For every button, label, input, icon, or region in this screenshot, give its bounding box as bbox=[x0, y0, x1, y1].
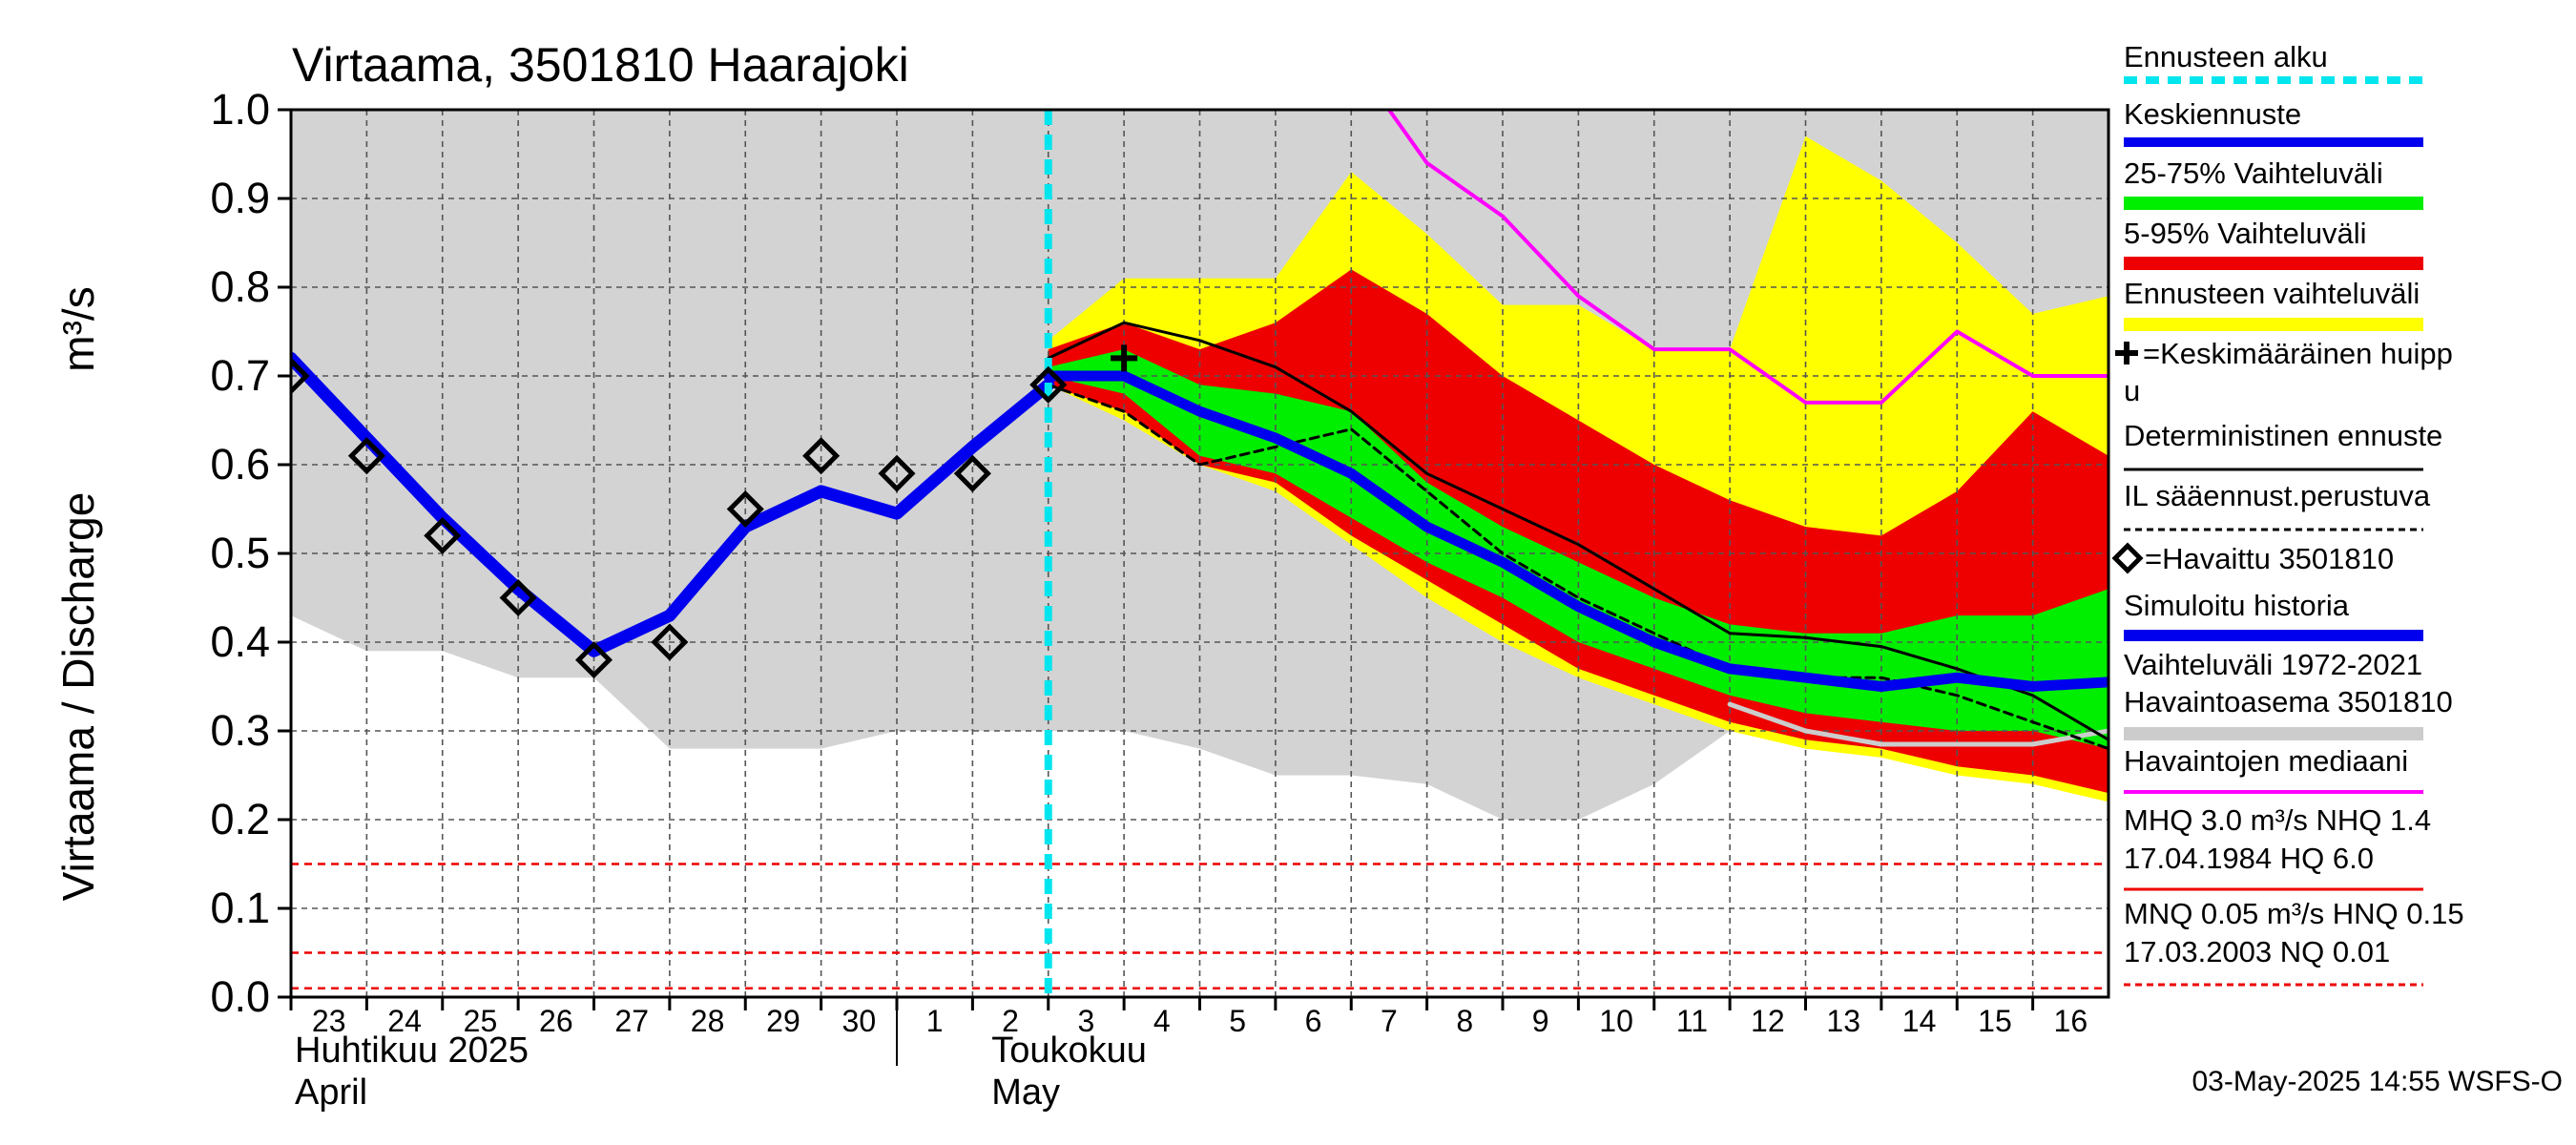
x-tick-label: 9 bbox=[1532, 1004, 1549, 1038]
legend-label-mhq_2: 17.04.1984 HQ 6.0 bbox=[2124, 842, 2374, 875]
observed-point bbox=[424, 516, 462, 554]
legend-observed-marker bbox=[2111, 542, 2144, 574]
observed-point bbox=[499, 578, 537, 617]
x-tick-label: 23 bbox=[312, 1004, 346, 1038]
legend-label-keskimaarainen_huippu_1: =Keskimääräinen huipp bbox=[2143, 337, 2453, 370]
band-25-75 bbox=[1048, 349, 2109, 749]
x-tick-label: 27 bbox=[614, 1004, 649, 1038]
x-tick-label: 13 bbox=[1826, 1004, 1860, 1038]
y-axis-unit: m³/s bbox=[53, 286, 103, 371]
x-tick-label: 12 bbox=[1751, 1004, 1785, 1038]
x-tick-label: 30 bbox=[842, 1004, 877, 1038]
series-keskiennuste bbox=[1043, 370, 2109, 692]
y-tick-label: 0.5 bbox=[210, 529, 270, 577]
legend-label-vaihteluvali_1: Vaihteluväli 1972-2021 bbox=[2124, 648, 2422, 681]
x-tick-label: 5 bbox=[1229, 1004, 1246, 1038]
legend-label-ennusteen_vaihtelu: Ennusteen vaihteluväli bbox=[2124, 277, 2420, 310]
x-tick-label: 24 bbox=[387, 1004, 422, 1038]
y-tick-label: 0.0 bbox=[210, 972, 270, 1021]
x-tick-label: 25 bbox=[464, 1004, 498, 1038]
observed-point bbox=[651, 623, 689, 661]
observed-point bbox=[953, 454, 991, 492]
x-tick-label: 6 bbox=[1305, 1004, 1322, 1038]
observed-point bbox=[1029, 365, 1068, 404]
month-label-fi: Huhtikuu 2025 bbox=[295, 1030, 529, 1071]
x-tick-label: 14 bbox=[1902, 1004, 1937, 1038]
observed-point bbox=[878, 454, 916, 492]
legend-label-mnq_2: 17.03.2003 NQ 0.01 bbox=[2124, 935, 2390, 968]
legend-label-keskimaarainen_huippu_2: u bbox=[2124, 374, 2140, 407]
y-tick-label: 0.9 bbox=[210, 174, 270, 222]
x-tick-label: 4 bbox=[1153, 1004, 1171, 1038]
axes: 0.00.10.20.30.40.50.60.70.80.91.023 24 25 2… bbox=[210, 85, 2110, 1113]
plot-content bbox=[291, 110, 2109, 997]
legend-label-vaihteluvali_2: Havaintoasema 3501810 bbox=[2124, 685, 2453, 718]
month-label-en: April bbox=[295, 1072, 367, 1113]
observed-point bbox=[291, 357, 310, 395]
month-label-en: May bbox=[991, 1072, 1060, 1113]
y-tick-label: 1.0 bbox=[210, 85, 270, 134]
x-tick-label: 11 bbox=[1676, 1004, 1708, 1038]
y-tick-label: 0.8 bbox=[210, 262, 270, 311]
x-tick-label: 28 bbox=[691, 1004, 725, 1038]
plot-area bbox=[291, 110, 2109, 997]
observed-point bbox=[726, 489, 764, 529]
legend-label-keskiennuste: Keskiennuste bbox=[2124, 97, 2301, 131]
x-tick-label: 7 bbox=[1381, 1004, 1398, 1038]
legend-mean-peak-marker bbox=[2115, 342, 2138, 364]
x-tick-label: 8 bbox=[1456, 1004, 1473, 1038]
legend-label-mhq_1: MHQ 3.0 m³/s NHQ 1.4 bbox=[2124, 803, 2431, 837]
y-axis-label: Virtaama / Discharge bbox=[53, 492, 103, 902]
x-tick-label: 3 bbox=[1078, 1004, 1095, 1038]
x-tick-label: 26 bbox=[539, 1004, 573, 1038]
observed-point bbox=[574, 641, 613, 679]
mean-peak-marker bbox=[1111, 344, 1138, 372]
x-tick-label: 2 bbox=[1002, 1004, 1019, 1038]
series-simuloitu-historia bbox=[291, 351, 1055, 657]
chart-title: Virtaama, 3501810 Haarajoki bbox=[292, 38, 909, 92]
series-deterministinen-ennuste bbox=[1047, 321, 2109, 741]
legend-label-il_saaennuste: IL sääennust.perustuva bbox=[2124, 479, 2431, 512]
x-tick-label: 15 bbox=[1978, 1004, 2012, 1038]
legend-label-vaihtelu_5_95: 5-95% Vaihteluväli bbox=[2124, 217, 2366, 250]
legend-label-ennusteen_alku: Ennusteen alku bbox=[2124, 40, 2328, 73]
series-havaintojen-mediaani bbox=[1386, 110, 2109, 405]
x-tick-label: 29 bbox=[766, 1004, 800, 1038]
y-tick-label: 0.4 bbox=[210, 617, 270, 666]
footer-timestamp: 03-May-2025 14:55 WSFS-O bbox=[2192, 1066, 2564, 1097]
x-tick-label: 16 bbox=[2054, 1004, 2088, 1038]
observed-point bbox=[347, 437, 385, 475]
x-tick-label: 10 bbox=[1599, 1004, 1633, 1038]
legend-label-simuloitu: Simuloitu historia bbox=[2124, 589, 2350, 622]
month-label-fi: Toukokuu bbox=[991, 1030, 1147, 1071]
legend-label-havaittu: =Havaittu 3501810 bbox=[2145, 542, 2394, 575]
legend: Ennusteen alku Keskiennuste 25-75% Vaihtel… bbox=[2111, 40, 2464, 987]
y-tick-label: 0.2 bbox=[210, 795, 270, 843]
legend-label-mediaani: Havaintojen mediaani bbox=[2124, 744, 2408, 778]
series-havaintojen-mediaani-low bbox=[1727, 701, 2109, 747]
y-tick-label: 0.7 bbox=[210, 351, 270, 400]
y-tick-label: 0.6 bbox=[210, 440, 270, 489]
observed-point bbox=[802, 437, 841, 475]
series-il-s-ennust-perustuva bbox=[1047, 383, 2109, 751]
legend-label-vaihtelu_25_75: 25-75% Vaihteluväli bbox=[2124, 156, 2383, 190]
y-tick-label: 0.3 bbox=[210, 706, 270, 755]
legend-label-mnq_1: MNQ 0.05 m³/s HNQ 0.15 bbox=[2124, 897, 2464, 930]
y-tick-label: 0.1 bbox=[210, 884, 270, 932]
legend-label-deterministinen: Deterministinen ennuste bbox=[2124, 419, 2442, 452]
x-tick-label: 1 bbox=[926, 1004, 944, 1038]
